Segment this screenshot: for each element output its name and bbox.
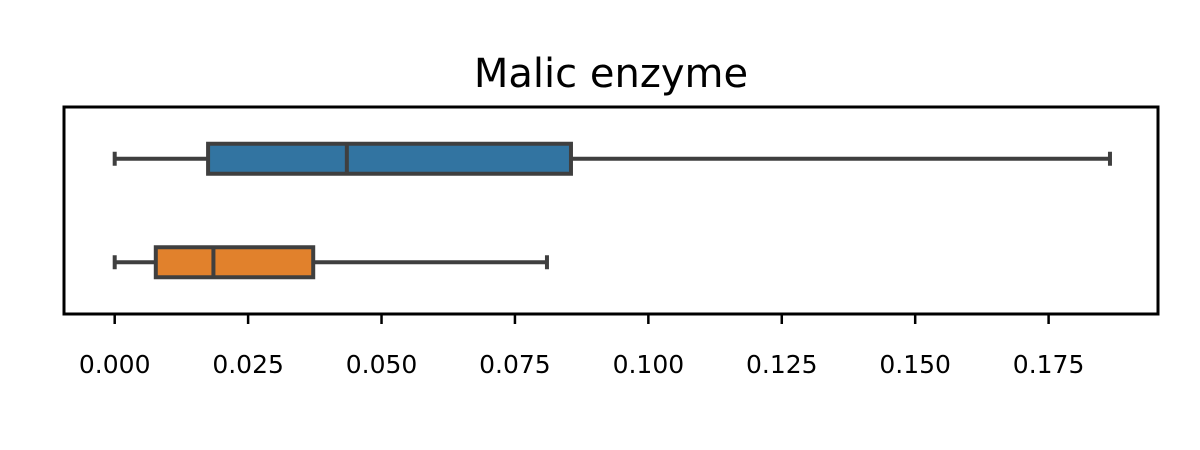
chart-title: Malic enzyme xyxy=(474,51,748,97)
x-tick-label: 0.175 xyxy=(1013,350,1085,379)
iqr-box xyxy=(153,245,316,280)
iqr-box xyxy=(206,141,573,176)
x-tick-label: 0.050 xyxy=(346,350,418,379)
x-tick-label: 0.000 xyxy=(79,350,151,379)
axes-frame xyxy=(62,105,1160,316)
x-tick-label: 0.125 xyxy=(746,350,818,379)
x-tick-label: 0.025 xyxy=(212,350,284,379)
x-tick-label: 0.075 xyxy=(479,350,551,379)
box-series-1 xyxy=(112,245,549,280)
plot-area xyxy=(112,141,1112,280)
x-tick-label: 0.100 xyxy=(613,350,685,379)
x-tick-label: 0.150 xyxy=(879,350,951,379)
box-series-0 xyxy=(112,141,1112,176)
x-axis: 0.000 0.025 0.050 0.075 0.100 0.125 0.150 0.175 xyxy=(79,314,1084,379)
